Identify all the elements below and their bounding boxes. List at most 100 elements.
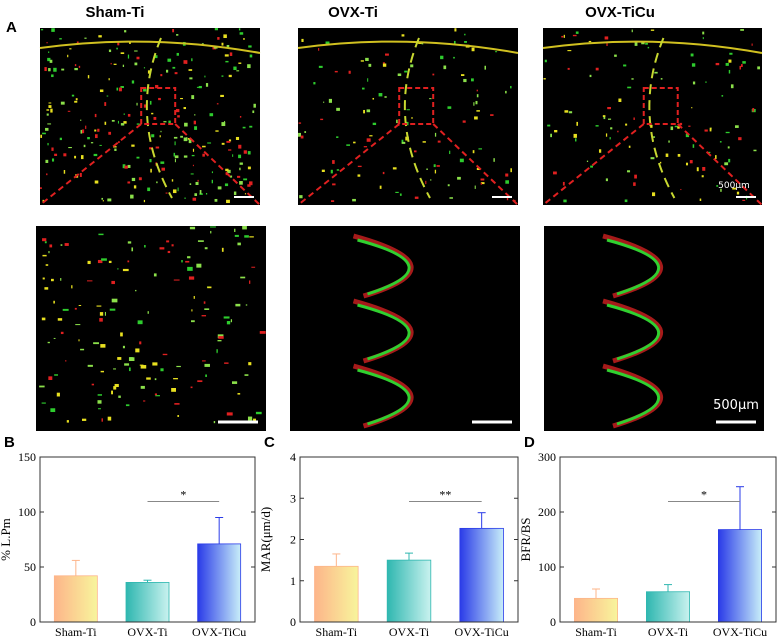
fluorescence-spot	[670, 126, 674, 131]
fluorescence-spot	[244, 374, 249, 376]
fluorescence-spot	[154, 55, 158, 59]
fluorescence-spot	[45, 127, 49, 131]
fluorescence-spot	[228, 139, 232, 142]
y-tick-label: 50	[24, 560, 36, 574]
significance-label: *	[180, 488, 186, 502]
fluorescence-spot	[183, 155, 188, 158]
fluorescence-spot	[181, 260, 183, 263]
fluorescence-spot	[368, 63, 372, 67]
fluorescence-spot	[87, 280, 93, 282]
fluorescence-spot	[39, 385, 45, 388]
fluorescence-spot	[81, 418, 87, 421]
fluorescence-spot	[191, 309, 193, 312]
fluorescence-spot	[122, 64, 125, 67]
fluorescence-spot	[255, 411, 262, 415]
fluorescence-spot	[104, 121, 107, 125]
fluorescence-spot	[123, 121, 127, 124]
fluorescence-spot	[104, 311, 106, 316]
fluorescence-spot	[209, 113, 214, 117]
fluorescence-spot	[301, 38, 304, 42]
fluorescence-spot	[135, 289, 137, 292]
fluorescence-spot	[120, 52, 125, 54]
fluorescence-spot	[51, 74, 54, 78]
fluorescence-spot	[463, 78, 467, 83]
fluorescence-spot	[160, 74, 163, 77]
fluorescence-spot	[100, 344, 106, 348]
fluorescence-spot	[476, 167, 481, 170]
fluorescence-spot	[238, 154, 242, 159]
fluorescence-spot	[586, 160, 589, 162]
fluorescence-spot	[224, 362, 229, 364]
fluorescence-spot	[116, 47, 118, 50]
bar	[574, 597, 619, 623]
fluorescence-spot	[363, 146, 368, 148]
fluorescence-spot	[143, 199, 146, 203]
micrograph	[543, 28, 762, 205]
x-tick-label: Sham-Ti	[55, 625, 97, 639]
fluorescence-spot	[158, 97, 161, 101]
fluorescence-spot	[382, 62, 385, 64]
y-axis-label: BFR/BS	[518, 517, 533, 561]
fluorescence-spot	[313, 82, 316, 85]
fluorescence-spot	[426, 168, 428, 170]
fluorescence-spot	[74, 155, 77, 159]
fluorescence-spot	[150, 168, 152, 173]
fluorescence-spot	[453, 56, 455, 59]
fluorescence-spot	[111, 390, 113, 395]
fluorescence-spot	[564, 110, 569, 113]
fluorescence-spot	[325, 41, 330, 45]
fluorescence-spot	[205, 83, 209, 87]
fluorescence-spot	[239, 116, 242, 118]
fluorescence-spot	[207, 142, 212, 144]
fluorescence-spot	[79, 172, 82, 177]
y-tick-label: 200	[538, 505, 556, 519]
label-stripe	[542, 40, 763, 54]
fluorescence-spot	[143, 67, 146, 69]
label-stripe	[297, 40, 519, 54]
fluorescence-spot	[363, 109, 366, 114]
fluorescence-spot	[48, 105, 52, 108]
fluorescence-spot	[101, 418, 103, 422]
x-tick-label: OVX-TiCu	[713, 625, 767, 639]
fluorescence-spot	[74, 100, 78, 103]
fluorescence-spot	[623, 64, 627, 67]
fluorescence-spot	[238, 62, 242, 64]
fluorescence-spot	[367, 78, 369, 82]
x-tick-label: OVX-Ti	[389, 625, 430, 639]
fluorescence-spot	[385, 53, 389, 56]
fluorescence-spot	[47, 57, 51, 62]
fluorescence-spot	[87, 75, 90, 79]
fluorescence-spot	[63, 153, 67, 157]
fluorescence-spot	[610, 127, 613, 130]
fluorescence-spot	[111, 280, 115, 285]
fluorescence-spot	[298, 132, 301, 137]
fluorescence-spot	[172, 66, 176, 69]
fluorescence-spot	[187, 256, 191, 259]
fluorescence-spot	[474, 116, 478, 120]
fluorescence-spot	[90, 142, 94, 144]
fluorescence-spot	[50, 278, 54, 282]
fluorescence-spot	[249, 280, 251, 284]
fluorescence-spot	[100, 370, 104, 373]
fluorescence-spot	[127, 260, 130, 263]
fluorescence-spot	[48, 102, 52, 104]
fluorescence-spot	[414, 150, 417, 153]
fluorescence-spot	[177, 415, 180, 417]
y-tick-label: 0	[30, 615, 36, 629]
fluorescence-spot	[127, 241, 132, 244]
thread-green	[357, 303, 411, 361]
fluorescence-spot	[740, 64, 743, 67]
fluorescence-spot	[153, 116, 157, 120]
fluorescence-spot	[173, 152, 176, 157]
fluorescence-spot	[692, 81, 696, 85]
fluorescence-spot	[659, 161, 662, 164]
fluorescence-spot	[234, 234, 239, 237]
fluorescence-spot	[226, 321, 231, 325]
fluorescence-spot	[724, 162, 729, 166]
fluorescence-spot	[47, 142, 49, 146]
fluorescence-spot	[346, 144, 351, 146]
fluorescence-spot	[221, 42, 224, 46]
fluorescence-spot	[752, 107, 755, 112]
fluorescence-spot	[434, 132, 437, 137]
fluorescence-spot	[98, 35, 102, 38]
